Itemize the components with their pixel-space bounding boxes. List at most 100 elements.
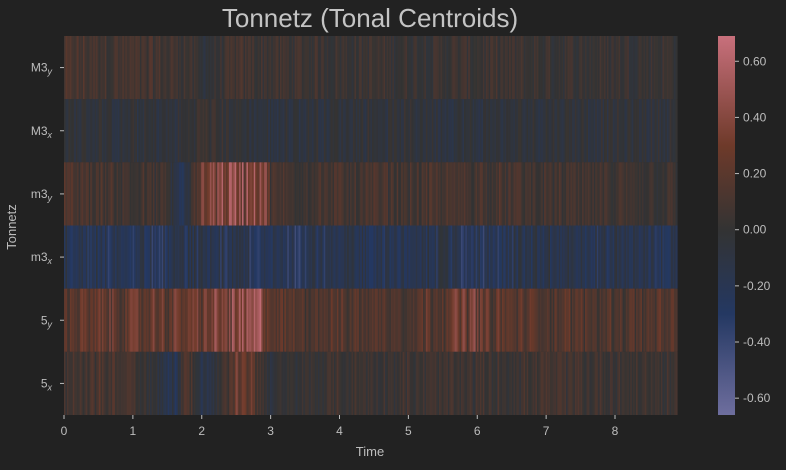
heatmap-cell <box>586 225 589 289</box>
heatmap-cell <box>510 99 513 163</box>
heatmap-cell <box>602 351 605 415</box>
heatmap-cell <box>509 225 512 289</box>
heatmap-cell <box>290 351 293 415</box>
heatmap-cell <box>539 288 542 352</box>
heatmap-cell <box>215 288 218 352</box>
heatmap-cell <box>313 36 316 100</box>
heatmap-cell <box>582 162 585 226</box>
heatmap-cell <box>234 99 237 163</box>
heatmap-cell <box>170 36 173 100</box>
heatmap-cell <box>472 99 475 163</box>
heatmap-cell <box>450 162 453 226</box>
heatmap-cell <box>69 99 72 163</box>
heatmap-cell <box>602 288 605 352</box>
heatmap-cell <box>281 288 284 352</box>
heatmap-cell <box>393 225 396 289</box>
heatmap-cell <box>90 288 93 352</box>
heatmap-cell <box>99 162 102 226</box>
heatmap-cell <box>189 162 192 226</box>
heatmap-cell <box>447 225 450 289</box>
heatmap-cell <box>188 99 191 163</box>
heatmap-cell <box>151 351 154 415</box>
heatmap-cell <box>361 36 364 100</box>
heatmap-cell <box>231 162 234 226</box>
heatmap-cell <box>658 36 661 100</box>
heatmap-cell <box>466 162 469 226</box>
heatmap-cell <box>442 99 445 163</box>
heatmap-cell <box>82 162 86 226</box>
heatmap-cell <box>414 351 417 415</box>
heatmap-cell <box>109 36 112 100</box>
heatmap-cell <box>379 99 382 163</box>
heatmap-cell <box>579 288 582 352</box>
heatmap-cell <box>107 36 110 100</box>
heatmap-cell <box>504 162 507 226</box>
heatmap-cell <box>380 351 383 415</box>
heatmap-cell <box>459 99 462 163</box>
heatmap-cell <box>386 351 389 415</box>
heatmap-cell <box>529 36 532 100</box>
heatmap-cell <box>604 351 607 415</box>
heatmap-cell <box>94 99 97 163</box>
heatmap-cell <box>557 225 560 289</box>
heatmap-cell <box>190 288 194 352</box>
heatmap-cell <box>231 225 234 289</box>
heatmap-cell <box>154 162 157 226</box>
heatmap-cell <box>487 225 490 289</box>
heatmap-cell <box>91 36 94 100</box>
heatmap-cell <box>498 162 501 226</box>
heatmap-cell <box>325 225 328 289</box>
heatmap-cell <box>644 162 647 226</box>
heatmap-cell <box>351 36 354 100</box>
heatmap-cell <box>223 36 226 100</box>
heatmap-cell <box>307 99 310 163</box>
heatmap-cell <box>136 288 140 352</box>
heatmap-cell <box>551 99 554 163</box>
x-tick-label: 1 <box>130 424 137 438</box>
heatmap-cell <box>169 288 172 352</box>
heatmap-cell <box>69 225 72 289</box>
heatmap-cell <box>611 36 614 100</box>
heatmap-cell <box>655 225 658 289</box>
heatmap-cell <box>87 36 90 100</box>
heatmap-cell <box>598 162 601 226</box>
heatmap-cell <box>491 162 494 226</box>
heatmap-cell <box>522 36 525 100</box>
heatmap-cell <box>87 162 90 226</box>
heatmap-cell <box>291 99 294 163</box>
heatmap-cell <box>389 36 392 100</box>
heatmap-cell <box>161 288 164 352</box>
heatmap-cell <box>296 288 299 352</box>
heatmap-cell <box>674 99 677 163</box>
heatmap-cell <box>497 225 500 289</box>
heatmap-cell <box>293 225 296 289</box>
heatmap-cell <box>449 225 452 289</box>
heatmap-cell <box>458 351 461 415</box>
heatmap-cell <box>379 225 382 289</box>
heatmap-cell <box>395 99 398 163</box>
heatmap-cell <box>630 351 633 415</box>
heatmap-cell <box>303 36 306 100</box>
heatmap-cell <box>211 225 214 289</box>
heatmap-cell <box>459 351 462 415</box>
heatmap-cell <box>65 162 68 226</box>
heatmap-cell <box>139 288 142 352</box>
heatmap-cell <box>255 36 258 100</box>
heatmap-cell <box>66 351 69 415</box>
heatmap-cell <box>138 162 141 226</box>
heatmap-cell <box>637 99 640 163</box>
heatmap-cell <box>285 288 288 352</box>
heatmap-cell <box>160 288 163 352</box>
heatmap-cell <box>627 99 630 163</box>
heatmap-cell <box>252 351 255 415</box>
heatmap-cell <box>589 288 592 352</box>
heatmap-cell <box>65 99 68 163</box>
heatmap-cell <box>320 99 323 163</box>
heatmap-cell <box>599 288 602 352</box>
heatmap-cell <box>526 225 529 289</box>
heatmap-cell <box>205 225 208 289</box>
heatmap-cell <box>243 225 246 289</box>
heatmap-cell <box>138 99 141 163</box>
heatmap-cell <box>125 162 128 226</box>
heatmap-cell <box>675 36 678 100</box>
